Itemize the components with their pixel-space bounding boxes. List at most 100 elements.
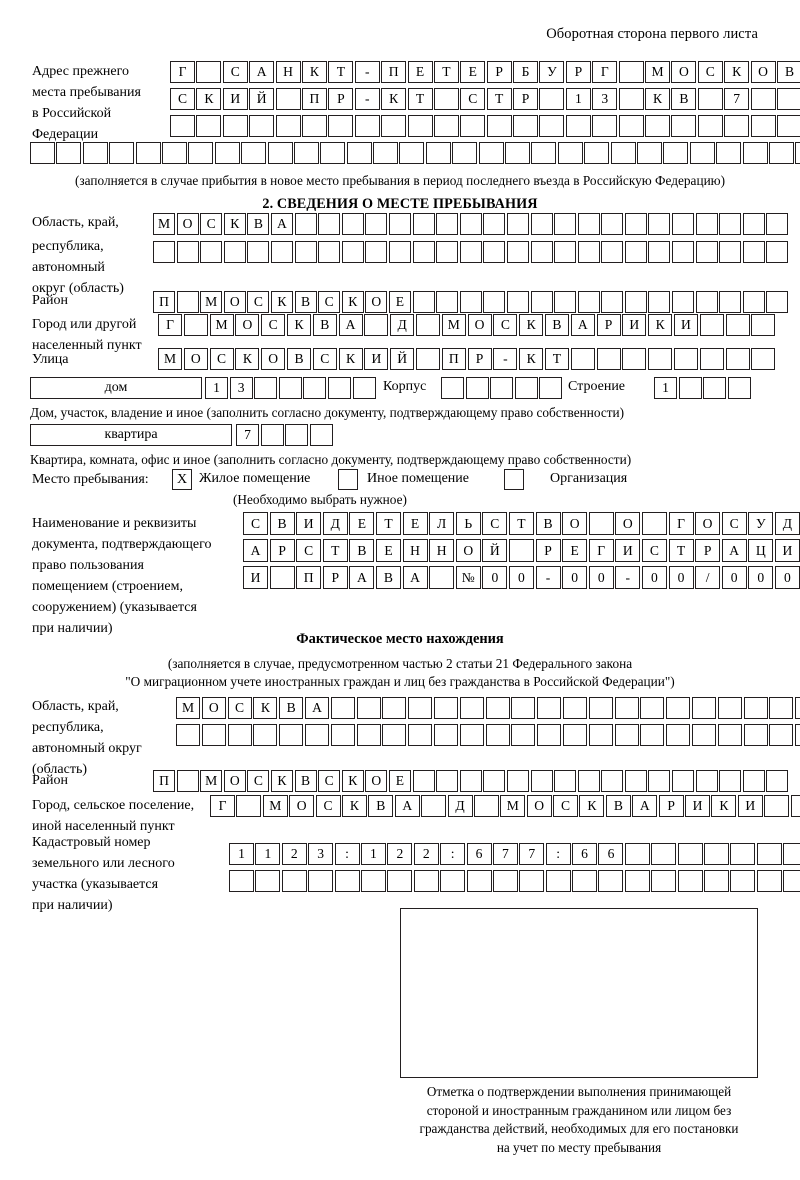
char-cell[interactable]: Е — [562, 539, 588, 562]
char-cell[interactable] — [724, 115, 750, 137]
char-cell[interactable] — [373, 142, 399, 164]
char-cell[interactable] — [247, 241, 270, 263]
char-cell[interactable] — [320, 142, 346, 164]
char-cell[interactable]: Е — [375, 539, 401, 562]
char-cell[interactable]: В — [544, 314, 569, 336]
char-cell[interactable] — [506, 241, 529, 263]
char-cell[interactable]: И — [685, 795, 711, 817]
char-cell[interactable] — [492, 870, 518, 892]
char-cell[interactable]: 0 — [562, 566, 588, 589]
char-cell[interactable]: 0 — [588, 566, 614, 589]
char-cell[interactable]: Р — [535, 539, 561, 562]
stroenie-cells[interactable]: 1 — [654, 377, 752, 399]
char-cell[interactable] — [766, 241, 789, 263]
char-cell[interactable]: 0 — [508, 566, 534, 589]
char-cell[interactable]: М — [153, 213, 175, 235]
char-cell[interactable] — [483, 770, 506, 792]
char-cell[interactable]: К — [235, 348, 260, 370]
char-cell[interactable] — [196, 61, 222, 83]
char-cell[interactable]: М — [200, 770, 223, 792]
char-cell[interactable] — [365, 241, 388, 263]
actual-region-row-2[interactable] — [176, 724, 800, 746]
char-cell[interactable]: О — [223, 291, 246, 313]
char-cell[interactable] — [539, 115, 565, 137]
char-cell[interactable]: А — [721, 539, 747, 562]
char-cell[interactable] — [651, 843, 677, 865]
char-cell[interactable] — [601, 213, 624, 235]
char-cell[interactable] — [135, 142, 161, 164]
char-cell[interactable] — [776, 88, 800, 110]
char-cell[interactable]: О — [562, 512, 588, 535]
char-cell[interactable] — [592, 115, 618, 137]
char-cell[interactable]: О — [467, 314, 492, 336]
char-cell[interactable]: 7 — [236, 424, 259, 446]
char-cell[interactable] — [730, 843, 756, 865]
char-cell[interactable] — [412, 770, 435, 792]
char-cell[interactable] — [436, 770, 459, 792]
char-cell[interactable] — [636, 142, 662, 164]
char-cell[interactable]: Г — [588, 539, 614, 562]
char-cell[interactable] — [236, 795, 262, 817]
char-cell[interactable] — [415, 314, 440, 336]
char-cell[interactable]: 0 — [668, 566, 694, 589]
char-cell[interactable]: Й — [249, 88, 275, 110]
char-cell[interactable] — [308, 870, 334, 892]
char-cell[interactable]: Т — [508, 512, 534, 535]
char-cell[interactable]: С — [247, 291, 270, 313]
char-cell[interactable] — [459, 241, 482, 263]
char-cell[interactable] — [666, 697, 691, 719]
char-cell[interactable] — [697, 115, 723, 137]
char-cell[interactable] — [459, 724, 484, 746]
char-cell[interactable] — [346, 142, 372, 164]
char-cell[interactable] — [795, 142, 800, 164]
char-cell[interactable]: А — [570, 314, 595, 336]
char-cell[interactable] — [440, 870, 466, 892]
char-cell[interactable] — [473, 795, 499, 817]
char-cell[interactable] — [303, 377, 327, 399]
char-cell[interactable] — [382, 724, 407, 746]
char-cell[interactable]: И — [222, 88, 248, 110]
char-cell[interactable] — [330, 724, 355, 746]
char-cell[interactable] — [577, 770, 600, 792]
char-cell[interactable]: 0 — [641, 566, 667, 589]
char-cell[interactable] — [624, 241, 647, 263]
char-cell[interactable] — [436, 241, 459, 263]
char-cell[interactable] — [743, 724, 768, 746]
char-cell[interactable] — [742, 770, 765, 792]
char-cell[interactable]: 2 — [281, 843, 307, 865]
char-cell[interactable] — [795, 724, 800, 746]
char-cell[interactable] — [459, 770, 482, 792]
char-cell[interactable]: В — [312, 314, 337, 336]
char-cell[interactable] — [176, 291, 199, 313]
char-cell[interactable]: Л — [429, 512, 455, 535]
char-cell[interactable]: М — [158, 348, 182, 370]
char-cell[interactable] — [334, 870, 360, 892]
char-cell[interactable] — [730, 870, 756, 892]
char-cell[interactable] — [695, 241, 718, 263]
char-cell[interactable]: К — [286, 314, 311, 336]
char-cell[interactable] — [161, 142, 187, 164]
char-cell[interactable]: Б — [513, 61, 539, 83]
char-cell[interactable] — [596, 348, 621, 370]
char-cell[interactable] — [699, 314, 724, 336]
char-cell[interactable]: В — [279, 697, 304, 719]
char-cell[interactable] — [672, 291, 695, 313]
char-cell[interactable] — [719, 241, 742, 263]
char-cell[interactable]: И — [364, 348, 389, 370]
char-cell[interactable] — [640, 697, 665, 719]
char-cell[interactable] — [645, 115, 671, 137]
char-cell[interactable] — [742, 241, 765, 263]
char-cell[interactable]: В — [375, 566, 401, 589]
char-cell[interactable] — [356, 724, 381, 746]
char-cell[interactable]: : — [545, 843, 571, 865]
house-box-label[interactable]: дом — [30, 377, 202, 399]
char-cell[interactable]: 6 — [466, 843, 492, 865]
char-cell[interactable] — [278, 377, 302, 399]
char-cell[interactable] — [408, 697, 433, 719]
char-cell[interactable]: Т — [375, 512, 401, 535]
char-cell[interactable]: О — [750, 61, 776, 83]
char-cell[interactable] — [641, 512, 667, 535]
char-cell[interactable]: О — [261, 348, 286, 370]
